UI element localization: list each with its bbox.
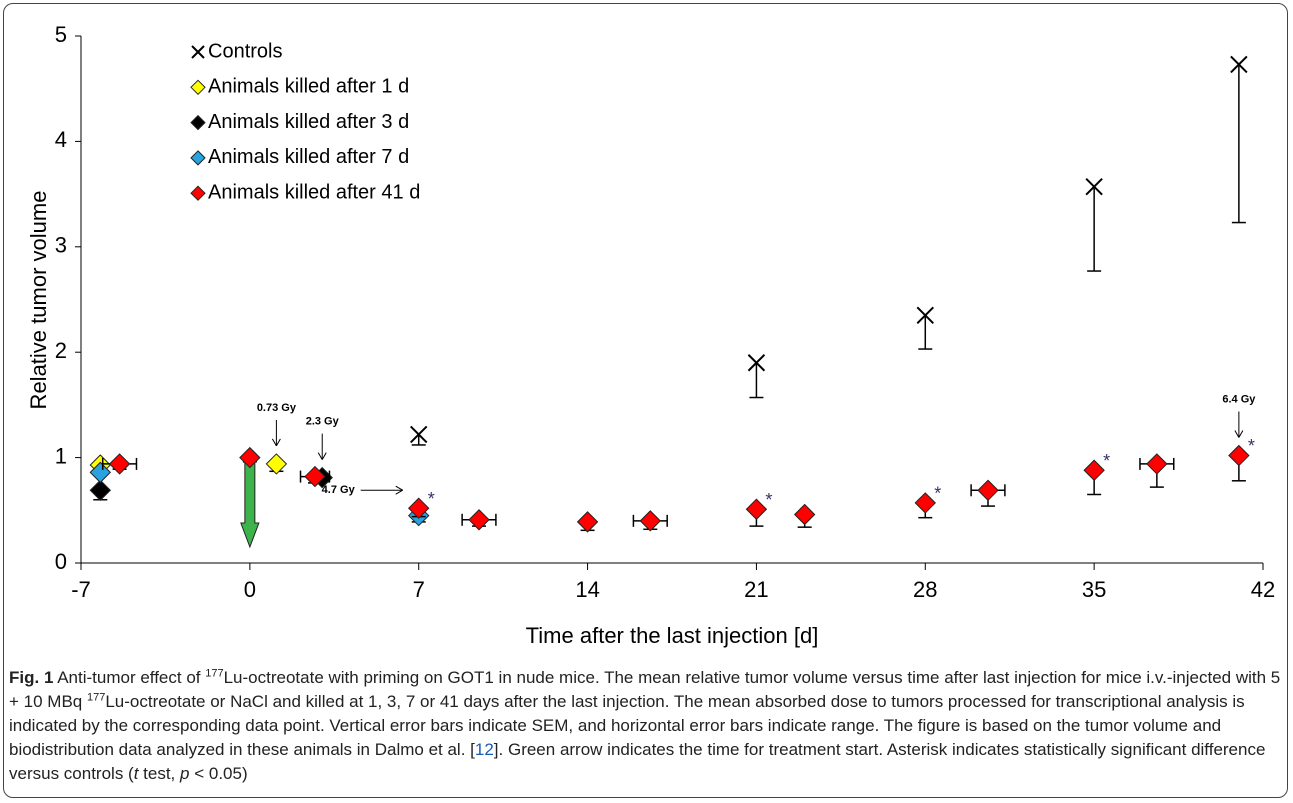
significance-asterisk: * (1103, 451, 1110, 471)
marker (410, 425, 428, 444)
caption-plain: test, (138, 764, 181, 783)
legend-marker (190, 185, 206, 201)
caption-plain: Anti-tumor effect of (53, 668, 206, 687)
marker (239, 446, 261, 469)
annotation-label: 0.73 Gy (257, 402, 297, 414)
marker (1085, 178, 1103, 196)
marker-stroke (1230, 55, 1248, 74)
annotation-arrowhead (395, 485, 403, 495)
marker (576, 511, 599, 533)
legend-label: Animals killed after 7 d (208, 146, 409, 168)
caption-plain: Lu-octreotate with priming on GOT1 in nu… (9, 668, 1281, 711)
x-tick-label: 7 (413, 577, 425, 602)
marker (793, 503, 816, 526)
treatment-start-arrow (240, 452, 260, 549)
caption-italic: p (180, 764, 190, 783)
chart: Time after the last injection [d] Relati… (26, 22, 1275, 648)
marker (639, 510, 661, 532)
caption-bold: Fig. 1 (9, 668, 54, 687)
figure-frame (3, 3, 1288, 798)
marker (408, 497, 430, 519)
significance-asterisk: * (1248, 436, 1255, 456)
marker-stroke (410, 425, 428, 444)
x-tick-label: 28 (913, 577, 937, 602)
annotation-label: 2.3 Gy (306, 416, 340, 428)
marker (304, 465, 326, 488)
x-tick-label: 21 (744, 577, 768, 602)
legend-marker (191, 45, 205, 59)
legend-label: Controls (208, 40, 282, 62)
marker (468, 509, 490, 531)
marker (89, 461, 112, 484)
x-tick-label: 14 (575, 577, 599, 602)
y-axis-label: Relative tumor volume (26, 191, 51, 410)
caption-sup: 177 (205, 667, 224, 680)
x-axis-label: Time after the last injection [d] (526, 623, 819, 648)
marker (1230, 55, 1248, 74)
marker (1083, 459, 1105, 481)
marker (914, 492, 936, 514)
marker (747, 354, 766, 372)
y-tick-label: 4 (55, 127, 67, 152)
caption-link[interactable]: 12 (474, 740, 494, 759)
significance-asterisk: * (765, 490, 772, 510)
annotation-label: 4.7 Gy (322, 484, 356, 496)
marker (745, 498, 768, 520)
annotation-arrowhead (317, 452, 327, 460)
y-tick-label: 5 (55, 22, 67, 47)
x-tick-label: 42 (1251, 577, 1275, 602)
marker (1228, 444, 1250, 467)
significance-asterisk: * (934, 484, 941, 504)
annotation-arrowhead (271, 438, 281, 447)
marker-stroke (916, 306, 934, 325)
caption-sup: 177 (86, 691, 106, 704)
marker-stroke (747, 354, 766, 372)
significance-asterisk: * (428, 489, 435, 509)
caption: Fig. 1 Anti-tumor effect of 177Lu-octreo… (9, 666, 1284, 786)
caption-plain: ]. Green arrow indicates the time for tr… (9, 740, 1266, 783)
marker (916, 306, 934, 325)
y-tick-label: 2 (55, 338, 67, 363)
x-tick-label: 0 (244, 577, 256, 602)
y-tick-label: 1 (55, 443, 67, 468)
caption-plain: Lu-octreotate or NaCl and killed at 1, 3… (9, 692, 1245, 759)
x-tick-label: 35 (1082, 577, 1106, 602)
x-tick-label: -7 (71, 577, 91, 602)
annotation-arrowhead (1234, 430, 1244, 438)
legend-marker (190, 79, 206, 96)
caption-italic: t (133, 764, 139, 783)
y-tick-label: 0 (55, 549, 67, 574)
legend-label: Animals killed after 41 d (208, 181, 420, 203)
caption-plain: < 0.05) (189, 764, 248, 783)
legend-marker (190, 150, 206, 166)
marker-stroke (1085, 178, 1103, 196)
legend-label: Animals killed after 1 d (208, 76, 409, 98)
marker (1146, 453, 1168, 475)
legend-marker (190, 114, 206, 131)
marker (977, 479, 999, 501)
y-tick-label: 3 (55, 233, 67, 258)
annotation-label: 6.4 Gy (1222, 393, 1256, 405)
legend-label: Animals killed after 3 d (208, 111, 409, 133)
marker (89, 479, 112, 501)
marker (265, 453, 288, 475)
marker (108, 453, 131, 475)
